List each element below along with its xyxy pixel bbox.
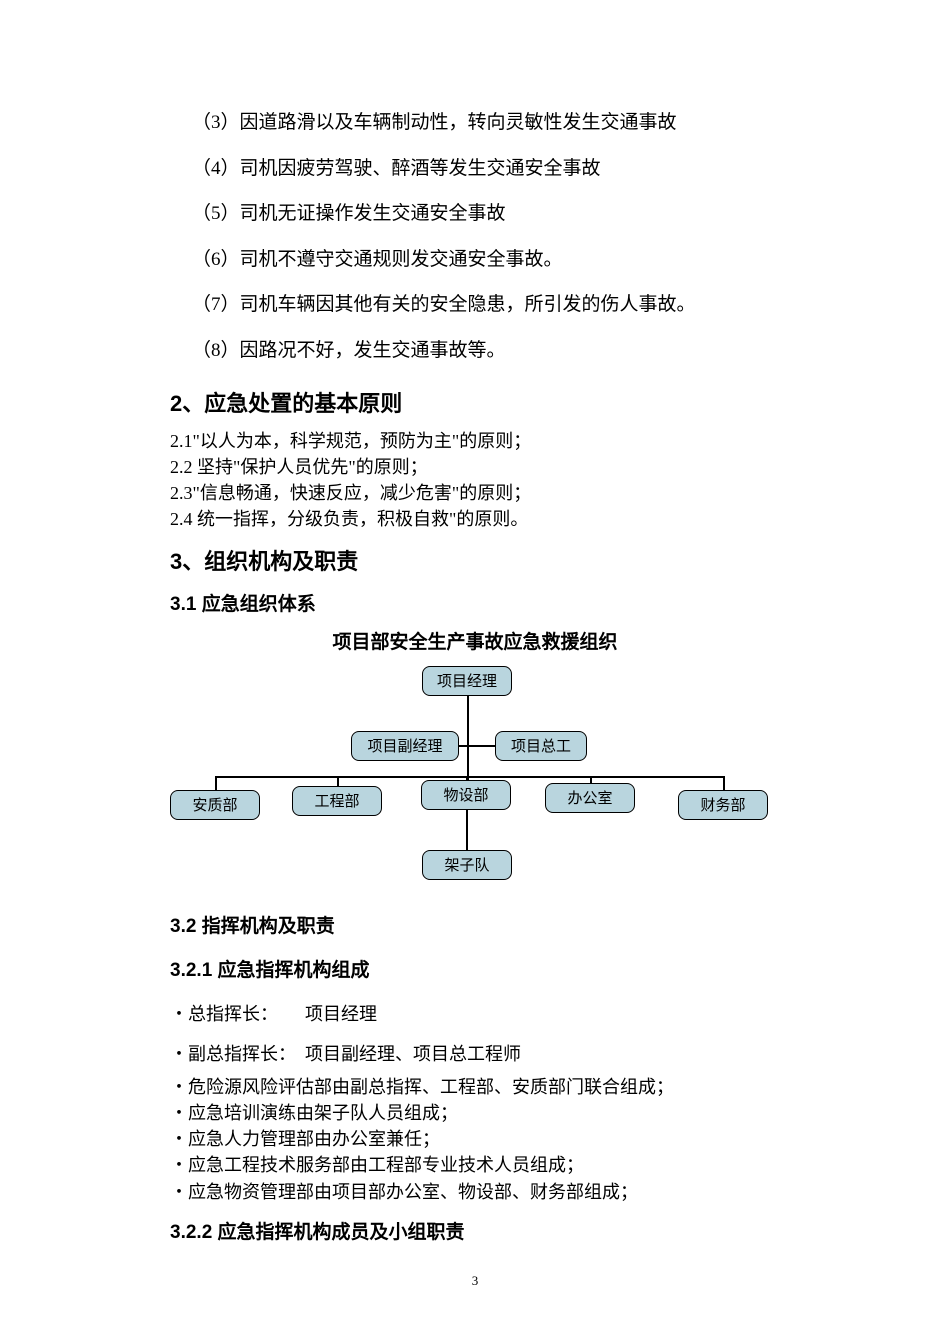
section-3-title: 3、组织机构及职责 — [170, 538, 780, 586]
org-node-n2: 项目副经理 — [351, 731, 459, 761]
org-chart: 项目经理项目副经理 项目总工安质部 工程部 物设部 办公室 财务部架子队 — [170, 666, 780, 891]
principle-2-1: 2.1"以人为本，科学规范，预防为主"的原则； — [170, 428, 780, 454]
bullet-training: ・应急培训演练由架子队人员组成； — [170, 1100, 780, 1126]
principle-2-4: 2.4 统一指挥，分级负责，积极自救"的原则。 — [170, 506, 780, 532]
principle-2-2: 2.2 坚持"保护人员优先"的原则； — [170, 454, 780, 480]
principle-2-3: 2.3"信息畅通，快速反应，减少危害"的原则； — [170, 480, 780, 506]
bullet-risk-dept: ・危险源风险评估部由副总指挥、工程部、安质部门联合组成； — [170, 1074, 780, 1100]
list-item-5: （5）司机无证操作发生交通安全事故 — [170, 191, 780, 237]
org-chart-title: 项目部安全生产事故应急救援组织 — [170, 627, 780, 654]
bullet-hr: ・应急人力管理部由办公室兼任； — [170, 1126, 780, 1152]
section-3-2-2-title: 3.2.2 应急指挥机构成员及小组职责 — [170, 1215, 780, 1251]
org-node-n3: 项目总工 — [495, 731, 587, 761]
section-3-2-1-title: 3.2.1 应急指挥机构组成 — [170, 953, 780, 989]
org-node-n5: 工程部 — [292, 786, 382, 816]
org-node-n7: 办公室 — [545, 783, 635, 813]
list-item-7: （7）司机车辆因其他有关的安全隐患，所引发的伤人事故。 — [170, 282, 780, 328]
org-node-n1: 项目经理 — [422, 666, 512, 696]
list-item-3: （3）因道路滑以及车辆制动性，转向灵敏性发生交通事故 — [170, 100, 780, 146]
page-number: 3 — [0, 1273, 950, 1289]
section-3-2-title: 3.2 指挥机构及职责 — [170, 909, 780, 945]
org-node-n6: 物设部 — [421, 780, 511, 810]
bullet-commander: ・总指挥长： 项目经理 — [170, 995, 780, 1035]
list-item-8: （8）因路况不好，发生交通事故等。 — [170, 328, 780, 374]
org-node-n8: 财务部 — [678, 790, 768, 820]
section-3-1-title: 3.1 应急组织体系 — [170, 587, 780, 623]
list-item-6: （6）司机不遵守交通规则发交通安全事故。 — [170, 237, 780, 283]
bullet-tech: ・应急工程技术服务部由工程部专业技术人员组成； — [170, 1152, 780, 1178]
list-item-4: （4）司机因疲劳驾驶、醉酒等发生交通安全事故 — [170, 146, 780, 192]
section-2-title: 2、应急处置的基本原则 — [170, 380, 780, 428]
bullet-materials: ・应急物资管理部由项目部办公室、物设部、财务部组成； — [170, 1179, 780, 1205]
org-node-n4: 安质部 — [170, 790, 260, 820]
bullet-deputy-commander: ・副总指挥长： 项目副经理、项目总工程师 — [170, 1035, 780, 1075]
org-node-n9: 架子队 — [422, 850, 512, 880]
